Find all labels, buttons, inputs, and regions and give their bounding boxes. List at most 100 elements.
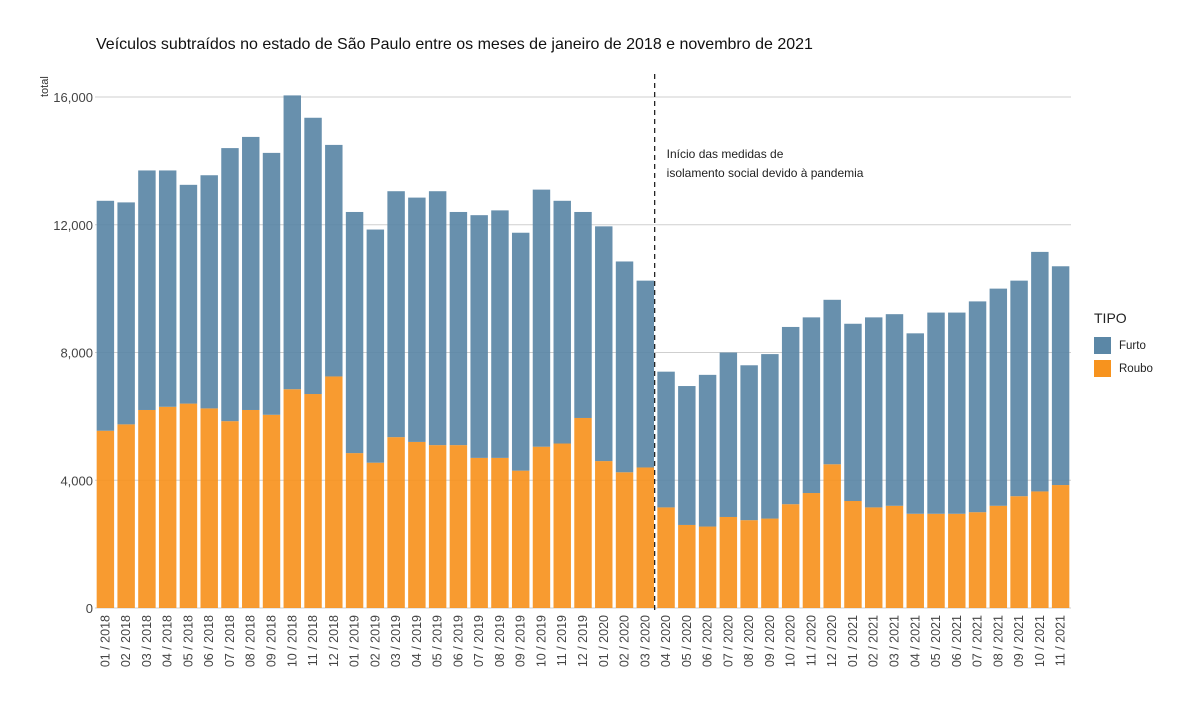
x-tick-label: 02 / 2021 [867, 615, 881, 667]
y-tick-label: 16,000 [53, 90, 93, 105]
bar-roubo [885, 505, 904, 608]
bar-roubo [283, 389, 301, 608]
bar-roubo [1010, 496, 1028, 608]
bar-roubo [96, 430, 115, 608]
y-tick-label: 4,000 [60, 473, 93, 488]
bar-roubo [138, 409, 156, 608]
bar-furto [1051, 266, 1070, 486]
bar-roubo [698, 526, 717, 608]
bar-furto [470, 215, 488, 458]
x-tick-label: 09 / 2018 [265, 615, 279, 667]
x-tick-label: 11 / 2019 [555, 615, 569, 666]
x-tick-label: 11 / 2018 [306, 615, 320, 666]
bar-furto [989, 288, 1008, 506]
x-tick-label: 03 / 2019 [389, 615, 403, 667]
bar-furto [242, 136, 260, 410]
bar-roubo [740, 520, 758, 608]
bar-furto [221, 148, 239, 422]
bar-furto [304, 117, 322, 395]
bar-roubo [117, 424, 135, 608]
bar-furto [428, 191, 447, 446]
x-tick-label: 09 / 2021 [1012, 615, 1026, 667]
legend-label: Roubo [1119, 362, 1153, 375]
bar-furto [1010, 280, 1028, 497]
bar-furto [345, 211, 364, 454]
bar-roubo [470, 457, 488, 608]
bar-furto [865, 317, 883, 508]
x-tick-label: 04 / 2020 [659, 615, 673, 667]
bar-roubo [802, 493, 821, 608]
x-tick-label: 07 / 2021 [971, 615, 985, 667]
x-tick-label: 03 / 2020 [638, 615, 652, 667]
bar-furto [283, 95, 301, 390]
bar-roubo [761, 518, 779, 608]
legend-swatch [1094, 360, 1111, 377]
bar-furto [366, 229, 385, 463]
bar-furto [96, 200, 115, 431]
x-tick-label: 11 / 2020 [804, 615, 818, 666]
x-tick-label: 05 / 2019 [431, 615, 445, 667]
bar-roubo [595, 461, 613, 608]
x-tick-label: 08 / 2021 [991, 615, 1005, 667]
x-tick-label: 10 / 2018 [285, 615, 299, 667]
annotation: Início das medidas de isolamento social d… [654, 74, 864, 610]
bar-roubo [304, 394, 322, 608]
x-axis-ticks: 01 / 2018 02 / 2018 03 / 2018 04 / 2018 05 /… [98, 615, 1067, 667]
bar-furto [511, 232, 530, 471]
bar-furto [574, 211, 592, 418]
bar-roubo [823, 464, 841, 608]
bar-roubo [200, 408, 218, 608]
bar-roubo [491, 457, 509, 608]
bar-roubo [262, 414, 281, 608]
bar-furto [698, 374, 717, 527]
annotation-text: Início das medidas de [667, 147, 784, 161]
bar-roubo [532, 446, 551, 608]
bar-roubo [719, 516, 738, 608]
bar-furto [1031, 251, 1049, 492]
bar-roubo [1051, 485, 1070, 608]
y-tick-label: 8,000 [60, 346, 93, 361]
bar-roubo [657, 507, 675, 608]
bar-roubo [1031, 491, 1049, 608]
bar-roubo [242, 409, 260, 608]
bar-roubo [906, 513, 924, 608]
x-tick-label: 05 / 2021 [929, 615, 943, 667]
x-tick-label: 04 / 2018 [161, 615, 175, 667]
x-tick-label: 09 / 2020 [763, 615, 777, 667]
legend: TIPO Furto Roubo [1094, 310, 1153, 380]
bar-furto [553, 200, 571, 444]
bar-furto [657, 371, 675, 508]
bar-furto [844, 323, 862, 502]
y-axis-label: total [39, 76, 51, 97]
bar-furto [678, 386, 696, 525]
bar-roubo [221, 421, 239, 608]
x-tick-label: 02 / 2020 [618, 615, 632, 667]
bar-roubo [927, 513, 945, 608]
bar-furto [262, 152, 281, 415]
bar-furto [595, 226, 613, 462]
x-tick-label: 04 / 2019 [410, 615, 424, 667]
x-tick-label: 10 / 2020 [784, 615, 798, 667]
bar-roubo [865, 507, 883, 608]
bar-furto [636, 280, 655, 468]
y-tick-label: 0 [86, 601, 93, 616]
legend-title: TIPO [1094, 310, 1127, 326]
x-tick-label: 04 / 2021 [908, 615, 922, 667]
y-axis-ticks: 0 4,000 8,000 12,000 16,000 [53, 90, 93, 616]
bar-furto [802, 317, 821, 494]
bar-roubo [948, 513, 966, 608]
bar-roubo [844, 501, 862, 608]
x-tick-label: 03 / 2018 [140, 615, 154, 667]
bar-furto [449, 211, 468, 446]
x-tick-label: 01 / 2019 [348, 615, 362, 667]
bar-furto [781, 326, 800, 505]
bar-roubo [179, 403, 198, 608]
bar-roubo [678, 524, 696, 608]
bars [96, 95, 1070, 608]
bar-furto [325, 144, 343, 377]
x-tick-label: 08 / 2020 [742, 615, 756, 667]
legend-item-roubo: Roubo [1094, 357, 1153, 380]
bar-furto [906, 333, 924, 514]
legend-item-furto: Furto [1094, 334, 1153, 357]
bar-roubo [158, 406, 177, 608]
